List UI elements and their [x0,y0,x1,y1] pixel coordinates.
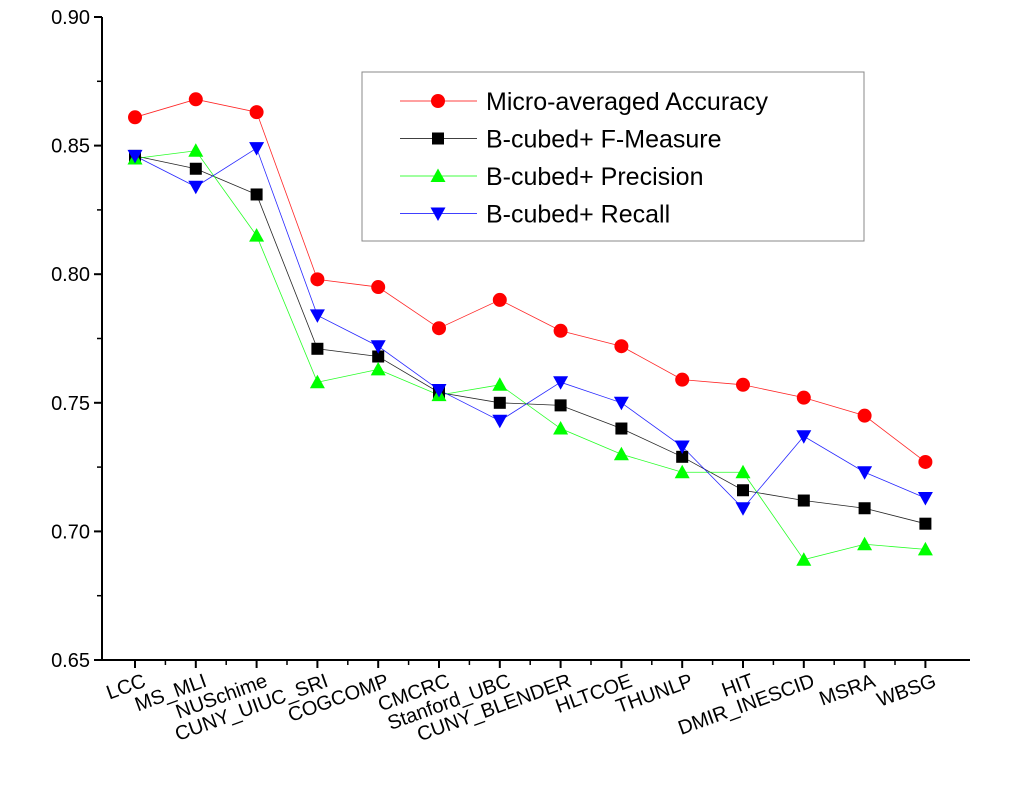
data-point [615,422,628,435]
data-point [249,105,264,120]
data-point [737,484,749,497]
x-tick-label: WBSG [874,670,939,712]
data-point [796,430,812,444]
series-markers [127,92,933,566]
data-point [796,390,811,405]
data-point [918,454,933,469]
data-point [736,377,750,392]
data-point [188,92,203,107]
data-point [797,494,810,507]
series-line [134,150,926,561]
series-line [134,98,926,463]
data-point [370,361,386,376]
data-point [492,377,508,391]
data-point [919,517,932,530]
data-point [857,408,872,423]
data-point [674,464,690,479]
data-point [249,228,265,242]
data-point [431,383,447,398]
data-point [917,491,933,506]
data-point [917,541,933,556]
data-point [249,142,265,156]
data-point [735,502,751,516]
data-point [492,414,508,429]
y-tick-label: 0.80 [51,264,90,286]
y-tick-label: 0.65 [51,650,90,672]
series-line [134,147,926,509]
y-tick-label: 0.90 [51,7,90,29]
data-point [309,374,325,389]
data-point [189,162,202,175]
y-tick-label: 0.85 [51,136,90,158]
data-point [676,450,689,463]
data-point [553,376,569,390]
data-point [674,440,690,455]
y-tick-label: 0.70 [51,521,90,543]
data-point [857,466,873,480]
data-point [432,321,446,336]
data-point [371,280,386,295]
legend-label: B-cubed+ Precision [486,163,703,191]
data-point [250,188,263,201]
legend-box [361,71,865,242]
series-line [134,155,926,525]
data-point [310,272,325,287]
legend-label: Micro-averaged Accuracy [486,88,769,116]
legend-marker [432,132,444,145]
data-point [613,446,629,461]
legend-label: B-cubed+ F-Measure [486,126,722,154]
data-point [370,340,386,354]
legend-marker [431,94,445,108]
data-point [554,399,567,412]
data-point [309,309,325,323]
data-point [858,502,871,515]
data-point [857,536,873,551]
data-point [553,323,568,338]
legend-marker [430,207,446,221]
legend-marker [430,168,446,182]
data-point [553,421,569,435]
data-point [613,396,629,411]
data-point [614,339,629,354]
data-point [492,292,507,307]
data-point [311,342,324,355]
data-point [128,110,142,125]
y-tick-label: 0.75 [51,393,90,415]
data-point [796,552,812,566]
legend-label: B-cubed+ Recall [486,201,670,229]
data-point [188,180,204,195]
data-point [372,350,385,363]
axes [94,16,970,668]
data-point [735,464,751,479]
data-point [127,149,143,164]
x-tick-label: MSRA [816,670,878,711]
data-point [675,372,690,387]
legend: Micro-averaged Accuracy B-cubed+ F-Measur… [361,71,865,242]
series-lines [134,98,926,561]
data-point [188,143,204,157]
data-point [493,396,506,409]
